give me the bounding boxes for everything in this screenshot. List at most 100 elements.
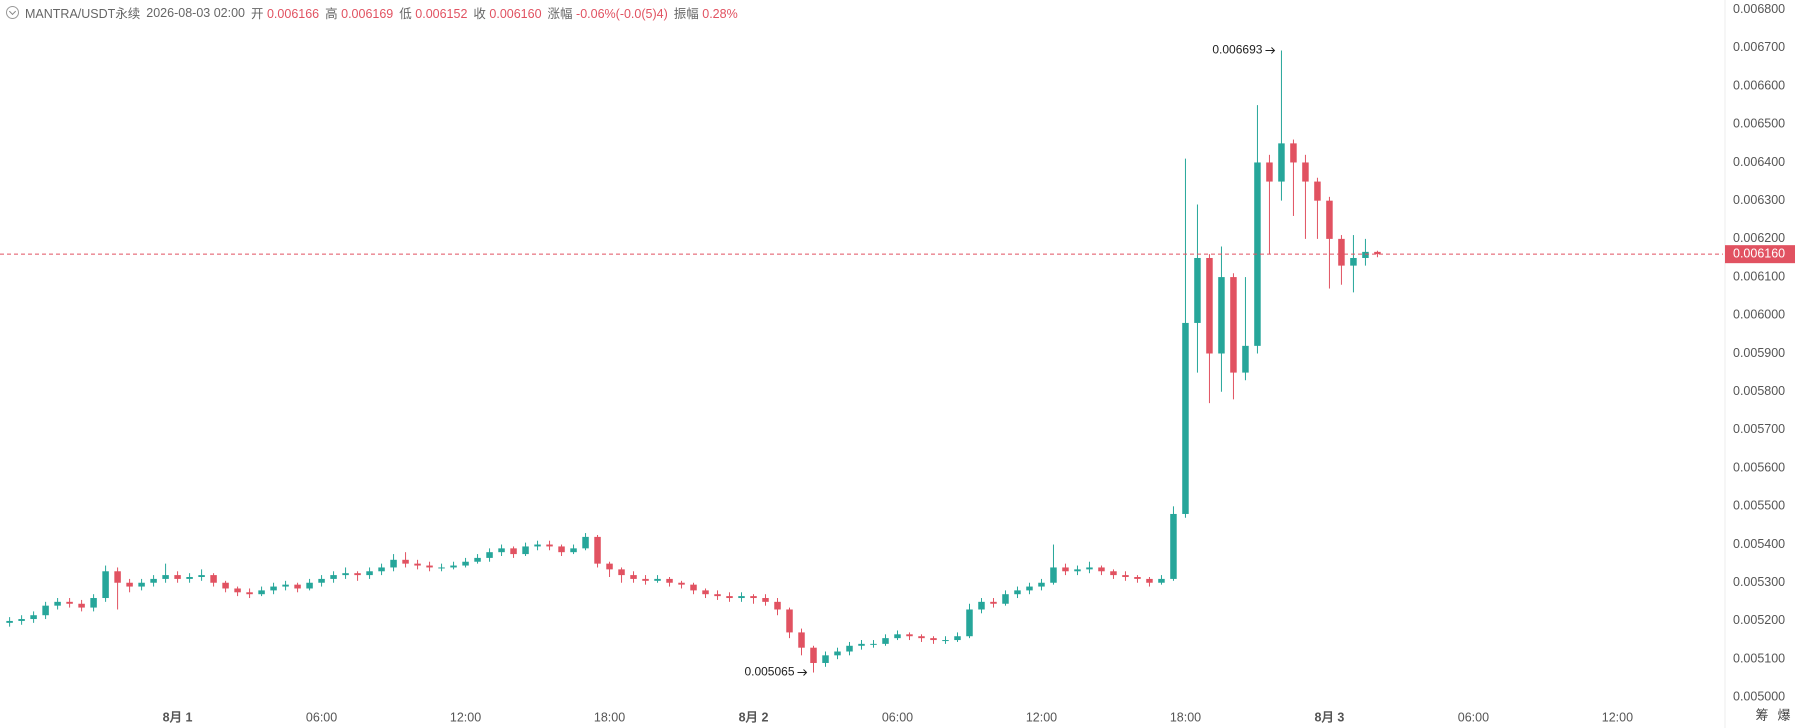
x-tick-label: 8月 2 xyxy=(739,710,769,724)
candle-body xyxy=(126,582,133,587)
candle-body xyxy=(390,559,397,568)
candle-body xyxy=(198,575,205,578)
candle-body xyxy=(762,598,769,602)
y-tick-label: 0.006800 xyxy=(1733,2,1785,16)
candle-body xyxy=(1206,257,1213,354)
candle-body xyxy=(102,571,109,599)
candle-body xyxy=(870,643,877,645)
candle-body xyxy=(702,590,709,595)
candle-body xyxy=(486,552,493,558)
field: 振幅 0.28% xyxy=(674,3,738,22)
candle-body xyxy=(822,655,829,663)
candle-body xyxy=(282,584,289,587)
extreme-label: 0.005065 xyxy=(744,665,794,679)
candle-body xyxy=(66,601,73,604)
last-price-tag xyxy=(1725,245,1795,264)
field-label: 高 xyxy=(325,7,338,21)
extreme-arrow xyxy=(1265,47,1276,54)
x-tick-label: 12:00 xyxy=(1026,710,1057,724)
candle-body xyxy=(990,601,997,604)
expand-icon[interactable] xyxy=(6,6,19,19)
x-tick-label: 06:00 xyxy=(882,710,913,724)
candle-body xyxy=(558,546,565,553)
candle-body xyxy=(1014,590,1021,595)
candle-body xyxy=(1350,257,1357,266)
candle-body xyxy=(654,578,661,581)
candle-body xyxy=(426,565,433,568)
candle-body xyxy=(258,590,265,595)
y-tick-label: 0.005600 xyxy=(1733,460,1785,474)
candle-body xyxy=(714,594,721,597)
candle-body xyxy=(498,548,505,553)
candle-body xyxy=(306,582,313,589)
candle-body xyxy=(342,573,349,576)
y-tick-label: 0.005300 xyxy=(1733,575,1785,589)
candle-body xyxy=(474,557,481,562)
candle-body xyxy=(630,575,637,579)
y-tick-label: 0.005900 xyxy=(1733,346,1785,360)
candle-body xyxy=(138,582,145,587)
candle-body xyxy=(462,561,469,566)
candle-body xyxy=(1026,586,1033,591)
side-button[interactable]: 爆 xyxy=(1777,707,1790,722)
candle-body xyxy=(1254,162,1261,346)
candle-body xyxy=(798,632,805,648)
candle-body xyxy=(1266,162,1273,182)
y-tick-label: 0.006000 xyxy=(1733,308,1785,322)
candle-body xyxy=(402,559,409,564)
candle-body xyxy=(1314,181,1321,201)
candle-body xyxy=(1230,277,1237,373)
candle-body xyxy=(174,575,181,579)
candle-body xyxy=(1050,567,1057,583)
candle-body xyxy=(594,536,601,564)
candle-body xyxy=(330,575,337,579)
y-tick-label: 0.006600 xyxy=(1733,78,1785,92)
candle-body xyxy=(666,578,673,583)
candle-body xyxy=(882,638,889,644)
candle-body xyxy=(1038,582,1045,587)
candle-body xyxy=(1074,569,1081,572)
candle-body xyxy=(1374,251,1381,255)
y-tick-label: 0.005000 xyxy=(1733,690,1785,704)
candle-body xyxy=(582,536,589,549)
y-tick-label: 0.005700 xyxy=(1733,422,1785,436)
candle-body xyxy=(450,565,457,568)
y-tick-label: 0.006500 xyxy=(1733,117,1785,131)
candle-body xyxy=(1146,578,1153,583)
candle-body xyxy=(750,596,757,599)
y-tick-label: 0.005500 xyxy=(1733,499,1785,513)
side-button[interactable]: 筹 xyxy=(1755,707,1768,722)
field-label: 振幅 xyxy=(673,7,699,21)
candle-body xyxy=(894,634,901,639)
candle-body xyxy=(726,596,733,599)
candle-body xyxy=(1218,277,1225,354)
y-tick-label: 0.006100 xyxy=(1733,269,1785,283)
x-tick-label: 12:00 xyxy=(450,710,481,724)
candle-body xyxy=(510,548,517,555)
field-value: 0.006166 xyxy=(266,7,320,21)
candle-body xyxy=(42,605,49,616)
candle-body xyxy=(234,588,241,593)
candle-body xyxy=(1158,578,1165,583)
field-label: 开 xyxy=(250,7,264,21)
symbol[interactable]: MANTRA/USDT永续 xyxy=(25,7,141,21)
x-tick-label: 12:00 xyxy=(1602,710,1633,724)
y-tick-label: 0.006300 xyxy=(1733,193,1785,207)
candle-body xyxy=(210,575,217,583)
candle-body xyxy=(930,638,937,641)
candle-body xyxy=(6,620,13,623)
field-label: 涨幅 xyxy=(547,7,573,21)
candle-body xyxy=(150,578,157,583)
field: 涨幅 -0.06%(-0.0(5)4) xyxy=(548,3,668,22)
candle-body xyxy=(1110,571,1117,576)
x-tick-label: 06:00 xyxy=(1458,710,1489,724)
candle-body xyxy=(1362,251,1369,258)
y-tick-label: 0.006200 xyxy=(1733,231,1785,245)
candle-body xyxy=(186,577,193,579)
x-tick-label: 18:00 xyxy=(1170,710,1201,724)
candle-body xyxy=(942,640,949,642)
candle-body xyxy=(690,584,697,591)
candle-body xyxy=(846,645,853,652)
